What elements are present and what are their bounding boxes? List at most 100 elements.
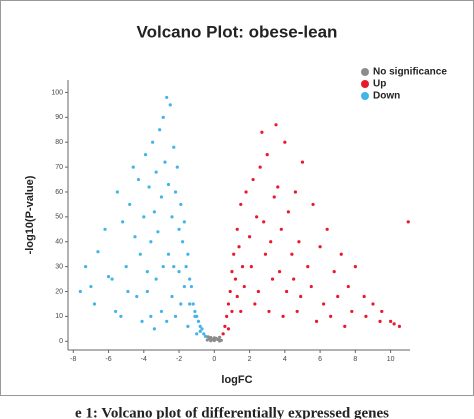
point [89,284,93,289]
point [196,319,201,323]
point [270,277,275,281]
point [128,202,132,207]
point [133,235,137,239]
point [274,123,278,127]
point [179,202,183,207]
point [378,319,382,323]
x-tick-label: 2 [248,356,252,363]
point [182,220,186,224]
point [233,277,238,281]
point [251,177,255,182]
point [281,314,285,319]
y-tick-label: 90 [55,114,63,121]
point [188,277,192,281]
point [235,294,239,299]
point [193,314,197,319]
point [198,324,202,328]
point [166,182,171,187]
point [232,252,236,256]
x-tick-label: 8 [353,356,357,363]
point [191,302,195,306]
x-tick-label: -4 [141,356,147,363]
point [131,165,135,169]
point [339,252,343,256]
point [119,314,123,319]
point [172,145,176,149]
point [135,294,139,299]
point [209,339,213,343]
point [279,227,283,231]
x-tick-label: 6 [318,356,322,363]
point [309,284,313,289]
point [260,130,264,134]
legend-label: Up [373,79,386,90]
legend-label: No significance [373,67,447,78]
point [145,270,149,274]
point [318,245,322,249]
point [149,240,153,244]
y-tick-label: 20 [55,288,63,295]
point [283,140,287,144]
point [188,302,192,306]
point [397,324,402,328]
point [364,314,368,319]
point [149,314,153,319]
point [255,215,259,219]
point [235,227,239,231]
point [152,327,156,331]
point [172,265,176,269]
point [170,215,174,219]
x-tick-label: -6 [105,356,111,363]
point [263,252,268,256]
point [389,319,393,323]
point [165,95,169,100]
y-tick-label: 10 [55,313,63,320]
point [177,270,181,274]
y-tick-label: 60 [55,189,63,196]
point [173,190,178,194]
legend-marker [361,80,369,88]
point [228,289,232,294]
point [151,140,155,144]
point [226,302,231,306]
point [84,265,88,269]
x-tick-label: 10 [387,356,395,363]
point [297,240,301,244]
point [284,289,289,294]
point [217,338,221,342]
caption: e 1: Volcano plot of differentially expr… [75,405,389,419]
x-axis-label: logFC [221,374,252,386]
point [159,195,164,199]
y-tick-label: 80 [55,139,63,146]
point [180,240,185,244]
point [406,220,410,224]
point [115,190,119,194]
point [306,265,310,269]
point [195,332,199,336]
y-tick-label: 40 [55,239,63,246]
point [240,265,245,269]
point [380,309,384,314]
legend-marker [361,68,369,76]
point [218,335,222,339]
point [350,309,354,314]
point [292,277,296,281]
point [212,336,216,340]
point [96,250,100,254]
point [154,170,158,174]
point [256,289,260,294]
legend-marker [361,92,369,100]
point [154,277,158,281]
point [239,202,243,207]
point [329,314,333,319]
point [221,332,225,336]
point [179,302,183,306]
point [362,294,366,299]
point [286,210,290,214]
point [159,309,164,314]
point [295,309,299,314]
point [147,185,151,189]
point [173,314,178,319]
point [193,309,197,314]
